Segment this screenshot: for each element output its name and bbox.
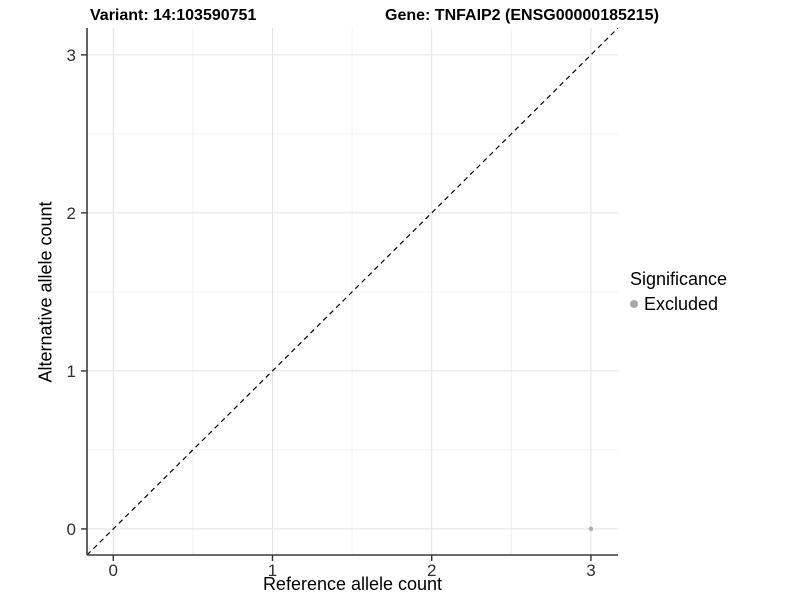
- legend-entry-excluded: Excluded: [630, 294, 727, 314]
- y-tick-label: 1: [67, 362, 76, 381]
- legend-title: Significance: [630, 269, 728, 289]
- x-axis-title: Reference allele count: [262, 574, 443, 594]
- identity-dashed-line: [86, 27, 619, 556]
- y-tick-label: 0: [67, 520, 76, 539]
- x-tick-label: 1: [268, 561, 277, 580]
- x-tick-label: 3: [586, 561, 595, 580]
- y-tick-label: 2: [67, 204, 76, 223]
- x-tick-label: 0: [109, 561, 118, 580]
- y-tick-label: 3: [67, 46, 76, 65]
- variant-title: Variant: 14:103590751: [90, 7, 257, 24]
- legend-point-icon: [630, 300, 638, 308]
- legend: Significance Excluded: [630, 268, 727, 314]
- data-point-excluded: [588, 526, 594, 532]
- gene-title: Gene: TNFAIP2 (ENSG00000185215): [385, 7, 659, 24]
- y-axis-title: Alternative allele count: [35, 201, 56, 383]
- legend-entry-label: Excluded: [644, 294, 719, 314]
- x-tick-label: 2: [427, 561, 436, 580]
